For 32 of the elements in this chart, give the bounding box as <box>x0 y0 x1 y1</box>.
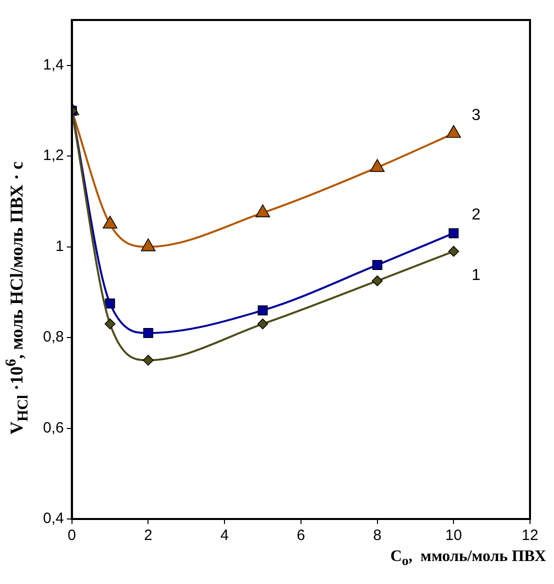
x-tick-label: 10 <box>445 527 462 544</box>
point <box>142 354 154 366</box>
series-label: 3 <box>472 106 481 124</box>
y-tick-label: 0,6 <box>42 419 64 436</box>
y-tick-label: 1,2 <box>42 147 64 164</box>
point <box>258 305 268 316</box>
x-tick-label: 2 <box>144 527 152 544</box>
x-axis-title: C$_{o}$, ммоль/моль ПВХ <box>390 548 546 570</box>
y-tick-label: 1 <box>56 238 64 255</box>
x-tick-label: 8 <box>373 527 382 544</box>
point <box>140 238 156 252</box>
point <box>370 159 385 172</box>
series-label: 2 <box>472 206 481 224</box>
point <box>448 246 460 257</box>
y-tick-label: 1,4 <box>42 56 64 74</box>
point <box>446 125 461 138</box>
point <box>372 275 383 286</box>
x-tick-label: 0 <box>68 527 76 544</box>
point <box>143 328 154 338</box>
y-tick-label: 0,4 <box>42 510 64 528</box>
x-tick-label: 12 <box>522 527 538 544</box>
point <box>257 318 268 330</box>
point <box>102 216 118 229</box>
series-label: 1 <box>472 266 481 284</box>
x-tick-label: 6 <box>296 527 306 544</box>
point <box>372 260 382 270</box>
point <box>104 318 116 330</box>
y-tick-label: 0,8 <box>42 328 64 346</box>
point <box>448 228 459 238</box>
x-tick-label: 4 <box>220 527 229 544</box>
point <box>255 204 270 218</box>
point <box>105 298 116 309</box>
